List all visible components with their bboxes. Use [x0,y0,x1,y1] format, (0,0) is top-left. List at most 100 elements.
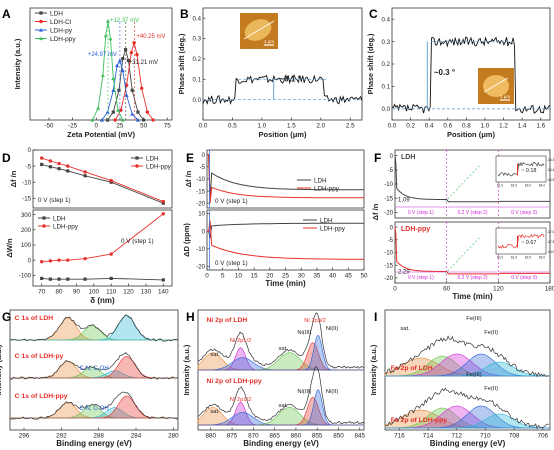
panel-letter: D [2,151,11,165]
data-point [109,276,113,280]
step-label: 0 V (step 1) [408,210,434,216]
inset-tick-label: 63.0 [539,256,545,260]
x-axis-label: Zeta Potential (mV) [67,130,135,139]
legend-label: LDH-ppy [50,36,76,43]
y-axis-label: Phase shift (deg.) [177,33,186,94]
y-tick-label: -20 [384,275,393,282]
panel-d-top-frame [32,149,173,209]
x-axis-label: Time (min) [265,279,306,288]
inset-value: ~ 0.18 [521,168,536,174]
x-tick-label: 40 [329,273,337,280]
y-tick-label: 200 [21,227,32,234]
x-tick-label: 1.6 [536,123,545,130]
x-tick-label: 50 [140,123,148,130]
x-tick-label: 0.0 [199,123,208,130]
x-tick-label: 284 [131,433,142,440]
annotation: ~0.1 ° [280,74,301,83]
x-tick-label: 45 [345,273,353,280]
x-tick-label: 110 [106,289,117,296]
peak-label: sat. [278,403,288,409]
step-label: 0.2 V (step 2) [457,210,487,216]
legend-label: LDH-ppy [53,224,79,231]
peak-label: Fe(II) [484,330,498,336]
x-tick-label: 710 [480,433,491,440]
data-point [83,170,87,174]
y-axis-label: Intensity (a.u.) [13,38,22,89]
peak-note: C-N, C-OH [79,406,108,412]
y-tick-label: 0.4 [382,16,391,23]
x-axis-label: Binding energy (eV) [243,439,319,448]
inset-tick-label: 60.0 [497,256,503,260]
annotation: +31.21 mV [129,60,158,66]
data-point [83,174,87,178]
fitted-peak [385,361,550,377]
y-tick-label: -20 [196,200,205,207]
x-tick-label: 0 [95,123,99,130]
x-tick-label: 140 [158,289,169,296]
x-tick-label: 0 [205,273,209,280]
x-tick-label: 5 [221,273,225,280]
xps-frame [9,309,179,431]
y-axis-label: Δf /n [184,170,193,187]
inset-tick-label: -16.50 [547,178,554,182]
data-point [161,212,166,216]
y-tick-label: 100 [21,242,32,249]
data-point [48,159,53,163]
y-axis-label: Δf /n [9,170,18,187]
data-point [121,56,125,61]
panel-letter: A [2,7,11,21]
xps-raw-trace [197,366,365,425]
xps-raw-trace [197,312,365,369]
peak-label: sat. [210,409,220,415]
data-point [124,48,128,52]
y-tick-label: 0.4 [193,15,202,22]
phase-profile [391,36,551,114]
y-tick-label: 0.2 [382,61,391,68]
panel-letter: G [2,310,11,324]
data-point [48,165,52,169]
panel-d-bottom-frame [32,209,173,287]
series-line [207,220,364,260]
x-tick-label: 0.6 [443,123,452,130]
y-tick-label: -5 [26,163,32,170]
panel-letter: H [186,310,195,324]
fitted-peak [198,389,364,426]
data-point [135,52,139,57]
x-tick-label: 35 [313,273,321,280]
data-point [106,18,111,23]
data-point [120,118,125,122]
x-tick-label: 870 [248,433,259,440]
x-tick-label: 0.5 [228,123,237,130]
data-point [105,110,110,114]
x-axis-label: Binding energy (eV) [430,439,506,448]
data-point [129,50,133,55]
x-axis-label: Time (min) [452,292,493,301]
inset-value: ~ 0.67 [521,240,536,246]
inset-tick-label: 62.0 [525,256,531,260]
inset-tick-label: -17.5 [547,240,554,244]
data-point [90,118,95,122]
data-point [39,156,44,160]
peak-label: sat. [210,352,220,358]
spectrum-label: C 1s of LDH-py [15,353,64,360]
data-point [116,108,121,112]
y-axis-label: ΔW/n [5,238,14,258]
y-tick-label: -15 [384,262,393,269]
data-point [130,88,134,92]
series-line [207,154,364,204]
y-tick-label: 0.2 [193,56,202,63]
afm-flake [483,75,509,97]
data-point [109,178,113,183]
legend-label: LDH [320,218,333,225]
data-point [130,112,135,116]
x-tick-label: 708 [509,433,520,440]
y-tick-label: 0.3 [193,36,202,43]
y-tick-label: -100 [19,273,32,280]
phase-profile [202,74,363,105]
data-point [96,106,101,110]
y-axis-label: Phase shift (deg.) [366,33,375,94]
y-tick-label: -10 [22,179,31,186]
legend-label: LDH-ppy [320,226,346,233]
data-point [109,252,113,256]
peak-label: sat. [278,346,288,352]
